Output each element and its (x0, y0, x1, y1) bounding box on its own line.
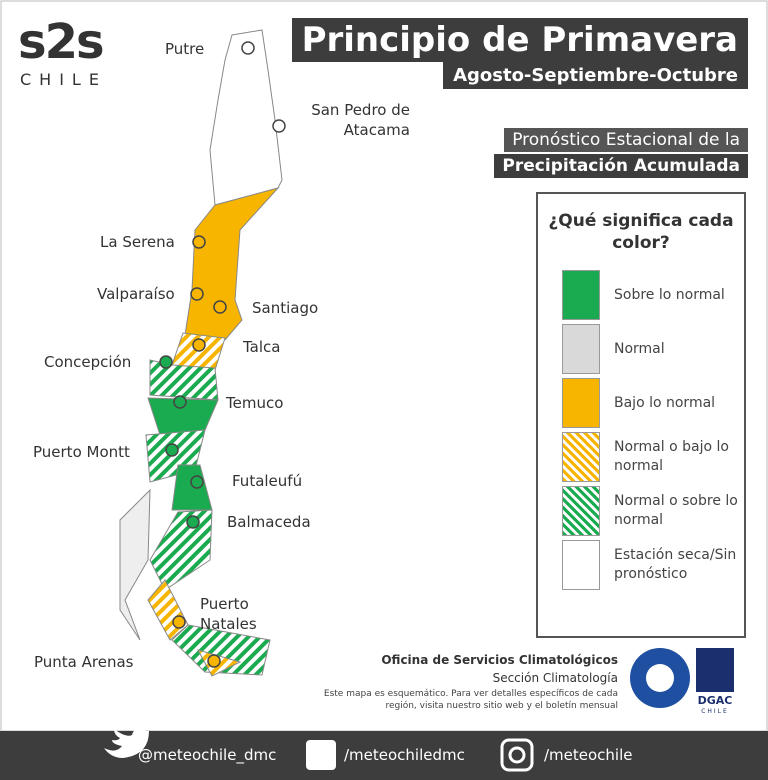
region (149, 359, 219, 401)
regions (119, 29, 283, 677)
city-label: Balmaceda (227, 513, 311, 531)
city-marker (190, 475, 204, 489)
city-label: Santiago (252, 299, 319, 317)
region (149, 509, 213, 591)
city-label: Putre (165, 40, 205, 58)
city-label: Puerto Montt (33, 443, 130, 461)
product-line: Precipitación Acumulada (494, 154, 748, 178)
credits-section: Sección Climatología (492, 671, 618, 685)
agency: DGAC (697, 694, 733, 707)
legend: ¿Qué significa cada color? Sobre lo norm… (536, 192, 746, 638)
twitter-handle[interactable]: @meteochile_dmc (138, 746, 277, 764)
legend-label: Bajo lo normal (614, 394, 716, 411)
region (209, 29, 283, 206)
city-label: San Pedro de Atacama (311, 101, 410, 139)
city-marker (272, 119, 286, 133)
instagram-icon (508, 746, 526, 764)
city-marker (172, 615, 186, 629)
city-marker (213, 300, 227, 314)
legend-item: Bajo lo normal (562, 376, 744, 430)
credits-note: Este mapa es esquemático. Para ver detal… (323, 689, 618, 711)
city-label: Puerto Natales (200, 595, 257, 633)
facebook-handle[interactable]: /meteochiledmc (344, 746, 465, 764)
legend-label: Normal o bajo lo normal (614, 439, 729, 474)
legend-swatch (562, 432, 600, 482)
city-label: Futaleufú (232, 472, 303, 490)
city-marker (241, 41, 255, 55)
logo-square (696, 648, 734, 692)
city-label: Temuco (226, 394, 284, 412)
legend-label: Sobre lo normal (614, 286, 725, 303)
legend-label: Normal (614, 340, 665, 357)
city-marker (192, 338, 206, 352)
city-label: La Serena (100, 233, 175, 251)
legend-swatch (562, 378, 600, 428)
credits-office: Oficina de Servicios Climatológicos (381, 653, 618, 667)
title: Principio de Primavera (291, 18, 748, 62)
product-line: Pronóstico Estacional de la (504, 128, 748, 152)
subtitle: Agosto-Septiembre-Octubre (443, 62, 748, 89)
legend-item: Sobre lo normal (562, 268, 744, 322)
city-label: Talca (243, 338, 281, 356)
agency-country: CHILE (701, 708, 729, 715)
logo-country: CHILE (20, 70, 107, 89)
legend-label: Normal o sobre lo normal (614, 493, 738, 528)
city-marker (159, 355, 173, 369)
islands (119, 488, 151, 641)
legend-swatch (562, 486, 600, 536)
legend-label: Estación seca/Sin pronóstico (614, 547, 737, 582)
legend-item: Estación seca/Sin pronóstico (562, 538, 744, 592)
meteo-logo (630, 648, 734, 708)
city-marker (192, 235, 206, 249)
logo-circle (646, 664, 674, 692)
legend-item: Normal o sobre lo normal (562, 484, 744, 538)
city-label: Punta Arenas (34, 653, 134, 671)
logo: s2s (18, 14, 105, 70)
city-marker (165, 443, 179, 457)
instagram-handle[interactable]: /meteochile (544, 746, 633, 764)
legend-item: Normal o bajo lo normal (562, 430, 744, 484)
legend-swatch (562, 324, 600, 374)
city-markers (159, 41, 286, 668)
instagram-icon (500, 738, 534, 772)
legend-swatch (562, 270, 600, 320)
legend-swatch (562, 540, 600, 590)
city-label: Valparaíso (97, 285, 175, 303)
facebook-icon (306, 740, 336, 770)
city-marker (173, 395, 187, 409)
city-marker (190, 287, 204, 301)
twitter-icon (104, 727, 149, 758)
city-marker (207, 654, 221, 668)
legend-item: Normal (562, 322, 744, 376)
city-marker (186, 515, 200, 529)
city-label: Concepción (44, 353, 132, 371)
legend-title: ¿Qué significa cada color? (548, 211, 734, 253)
region (171, 464, 213, 511)
legend-items: Sobre lo normal Normal Bajo lo normal Norma… (538, 268, 744, 592)
region (171, 624, 271, 676)
